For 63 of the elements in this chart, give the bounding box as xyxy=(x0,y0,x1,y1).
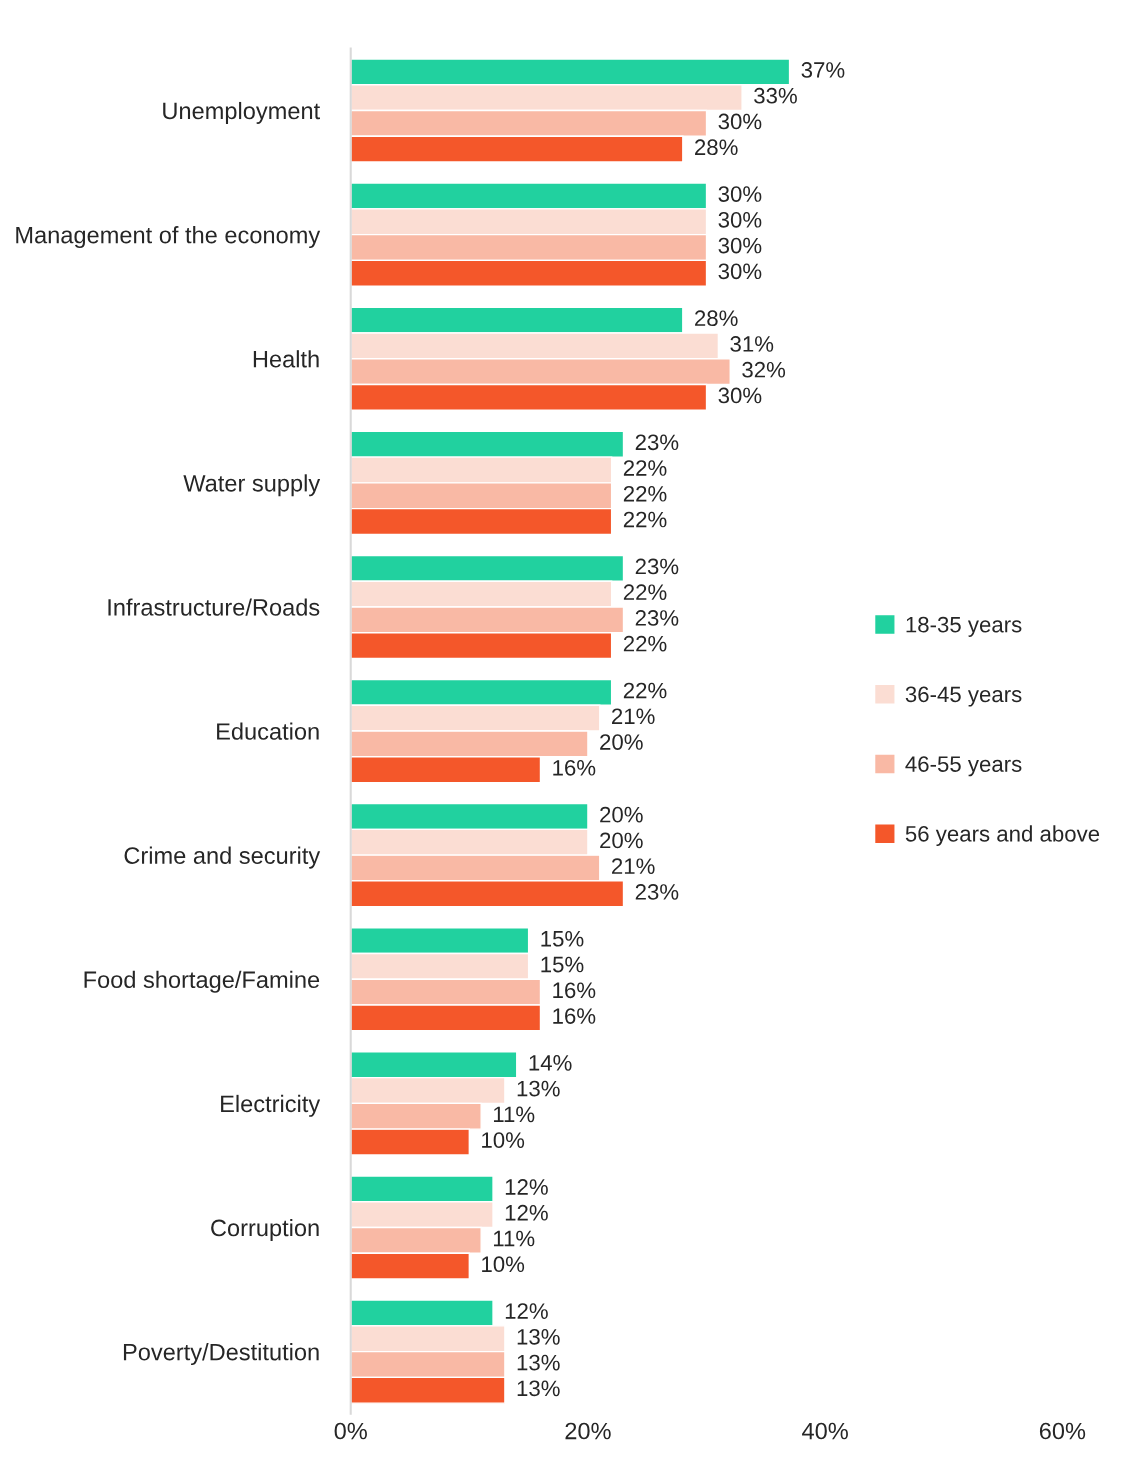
data-label: 21% xyxy=(612,858,655,874)
y-tick-label: Health xyxy=(253,350,319,368)
y-tick-label: Water supply xyxy=(183,474,321,497)
y-tick-label: Corruption xyxy=(211,1218,319,1241)
data-label: 23% xyxy=(635,884,679,900)
data-label: 22% xyxy=(623,682,667,699)
y-tick-label: Crime and security xyxy=(124,846,321,869)
data-label: 13% xyxy=(517,1080,560,1097)
data-label: 20% xyxy=(600,806,643,823)
data-label: 11% xyxy=(493,1106,535,1123)
data-label: 13% xyxy=(517,1354,560,1371)
legend-label: 56 years and above xyxy=(905,825,1100,847)
data-label: 37% xyxy=(801,62,845,78)
data-label: 30% xyxy=(718,113,762,130)
y-tick-label: Unemployment xyxy=(163,101,320,124)
y-tick-label: Education xyxy=(217,722,319,740)
data-label: 13% xyxy=(517,1328,560,1345)
x-tick-label: 0% xyxy=(334,1422,367,1440)
y-tick-label: Electricity xyxy=(221,1094,321,1117)
data-label: 12% xyxy=(505,1303,548,1319)
data-label: 28% xyxy=(695,310,738,327)
x-tick-label: 40% xyxy=(802,1422,848,1440)
legend-label: 46-55 years xyxy=(905,756,1022,777)
data-label: 30% xyxy=(718,186,762,202)
y-tick-label: Poverty/Destitution xyxy=(123,1343,319,1366)
data-label: 30% xyxy=(718,237,762,254)
data-label: 20% xyxy=(600,734,643,750)
data-label: 16% xyxy=(553,759,596,776)
data-label: 33% xyxy=(754,87,797,104)
y-tick-label: Food shortage/Famine xyxy=(84,970,320,993)
legend-label: 18-35 years xyxy=(906,616,1022,637)
data-label: 10% xyxy=(482,1256,525,1273)
data-label: 22% xyxy=(623,635,667,652)
data-label: 23% xyxy=(635,610,679,626)
data-label: 10% xyxy=(482,1132,525,1148)
data-label: 30% xyxy=(718,263,762,280)
data-label: 15% xyxy=(541,956,584,973)
data-label: 23% xyxy=(635,434,679,451)
data-label: 30% xyxy=(718,387,762,404)
data-label: 20% xyxy=(600,832,643,849)
data-label: 16% xyxy=(553,1008,596,1024)
data-label: 22% xyxy=(623,485,667,502)
data-label: 22% xyxy=(623,511,667,528)
data-label: 12% xyxy=(505,1179,548,1195)
data-label: 16% xyxy=(553,982,596,999)
data-label: 31% xyxy=(730,336,774,352)
x-tick-label: 20% xyxy=(565,1422,611,1440)
data-label: 12% xyxy=(505,1204,548,1221)
y-tick-label: Management of the economy xyxy=(16,226,321,249)
data-label: 28% xyxy=(695,139,738,156)
data-label: 21% xyxy=(612,708,655,725)
data-label: 15% xyxy=(541,930,584,947)
data-label: 22% xyxy=(623,584,667,600)
y-tick-label: Infrastructure/Roads xyxy=(108,598,320,616)
data-label: 22% xyxy=(623,460,667,476)
data-label: 11% xyxy=(493,1230,535,1247)
data-label: 32% xyxy=(742,361,786,378)
x-tick-label: 60% xyxy=(1039,1422,1086,1440)
legend-label: 36-45 years xyxy=(905,686,1022,707)
data-label: 30% xyxy=(718,211,762,228)
data-label: 23% xyxy=(635,558,679,575)
data-label: 14% xyxy=(529,1055,572,1071)
data-label: 13% xyxy=(517,1380,560,1397)
